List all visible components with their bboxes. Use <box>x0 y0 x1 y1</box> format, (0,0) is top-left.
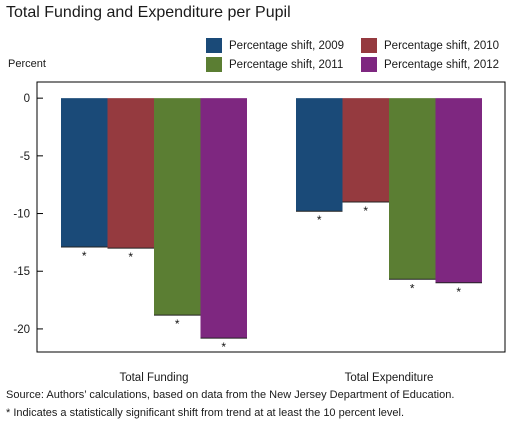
y-tick-label: -20 <box>13 324 30 336</box>
legend-label-2012: Percentage shift, 2012 <box>384 58 500 71</box>
bar <box>107 98 154 249</box>
y-tick-label: -10 <box>13 209 30 221</box>
significance-marker: * <box>456 285 461 299</box>
source-note: Source: Authors’ calculations, based on … <box>6 389 455 401</box>
significance-marker: * <box>410 281 415 295</box>
significance-marker: * <box>175 317 180 331</box>
legend-item-2012: Percentage shift, 2012 <box>361 57 499 72</box>
x-category-label: Total Funding <box>119 372 188 384</box>
legend-swatch-2012 <box>361 57 377 72</box>
significance-marker: * <box>363 204 368 218</box>
legend-swatch-2009 <box>206 38 222 53</box>
legend-item-2011: Percentage shift, 2011 <box>206 57 343 72</box>
significance-marker: * <box>221 340 226 354</box>
bar <box>154 98 201 316</box>
legend-swatch-2011 <box>206 57 222 72</box>
x-category-label: Total Expenditure <box>345 372 434 384</box>
bar <box>61 98 108 248</box>
y-tick-label: -5 <box>20 151 30 163</box>
bar <box>296 98 343 212</box>
legend-item-2009: Percentage shift, 2009 <box>206 38 344 53</box>
y-tick-label: -15 <box>13 266 30 278</box>
bar <box>435 98 482 283</box>
y-axis-label: Percent <box>8 58 46 70</box>
y-tick-label: 0 <box>24 93 30 105</box>
plot-frame <box>36 81 506 353</box>
legend-label-2010: Percentage shift, 2010 <box>384 39 500 52</box>
significance-marker: * <box>317 213 322 227</box>
legend-label-2011: Percentage shift, 2011 <box>229 58 344 71</box>
legend-item-2010: Percentage shift, 2010 <box>361 38 499 53</box>
legend-swatch-2010 <box>361 38 377 53</box>
significance-marker: * <box>128 250 133 264</box>
chart-title: Total Funding and Expenditure per Pupil <box>6 4 291 21</box>
bar <box>389 98 436 280</box>
legend-label-2009: Percentage shift, 2009 <box>229 39 345 52</box>
bar <box>200 98 247 339</box>
bar <box>342 98 389 202</box>
significance-marker: * <box>82 249 87 263</box>
footnote: * Indicates a statistically significant … <box>6 407 405 419</box>
